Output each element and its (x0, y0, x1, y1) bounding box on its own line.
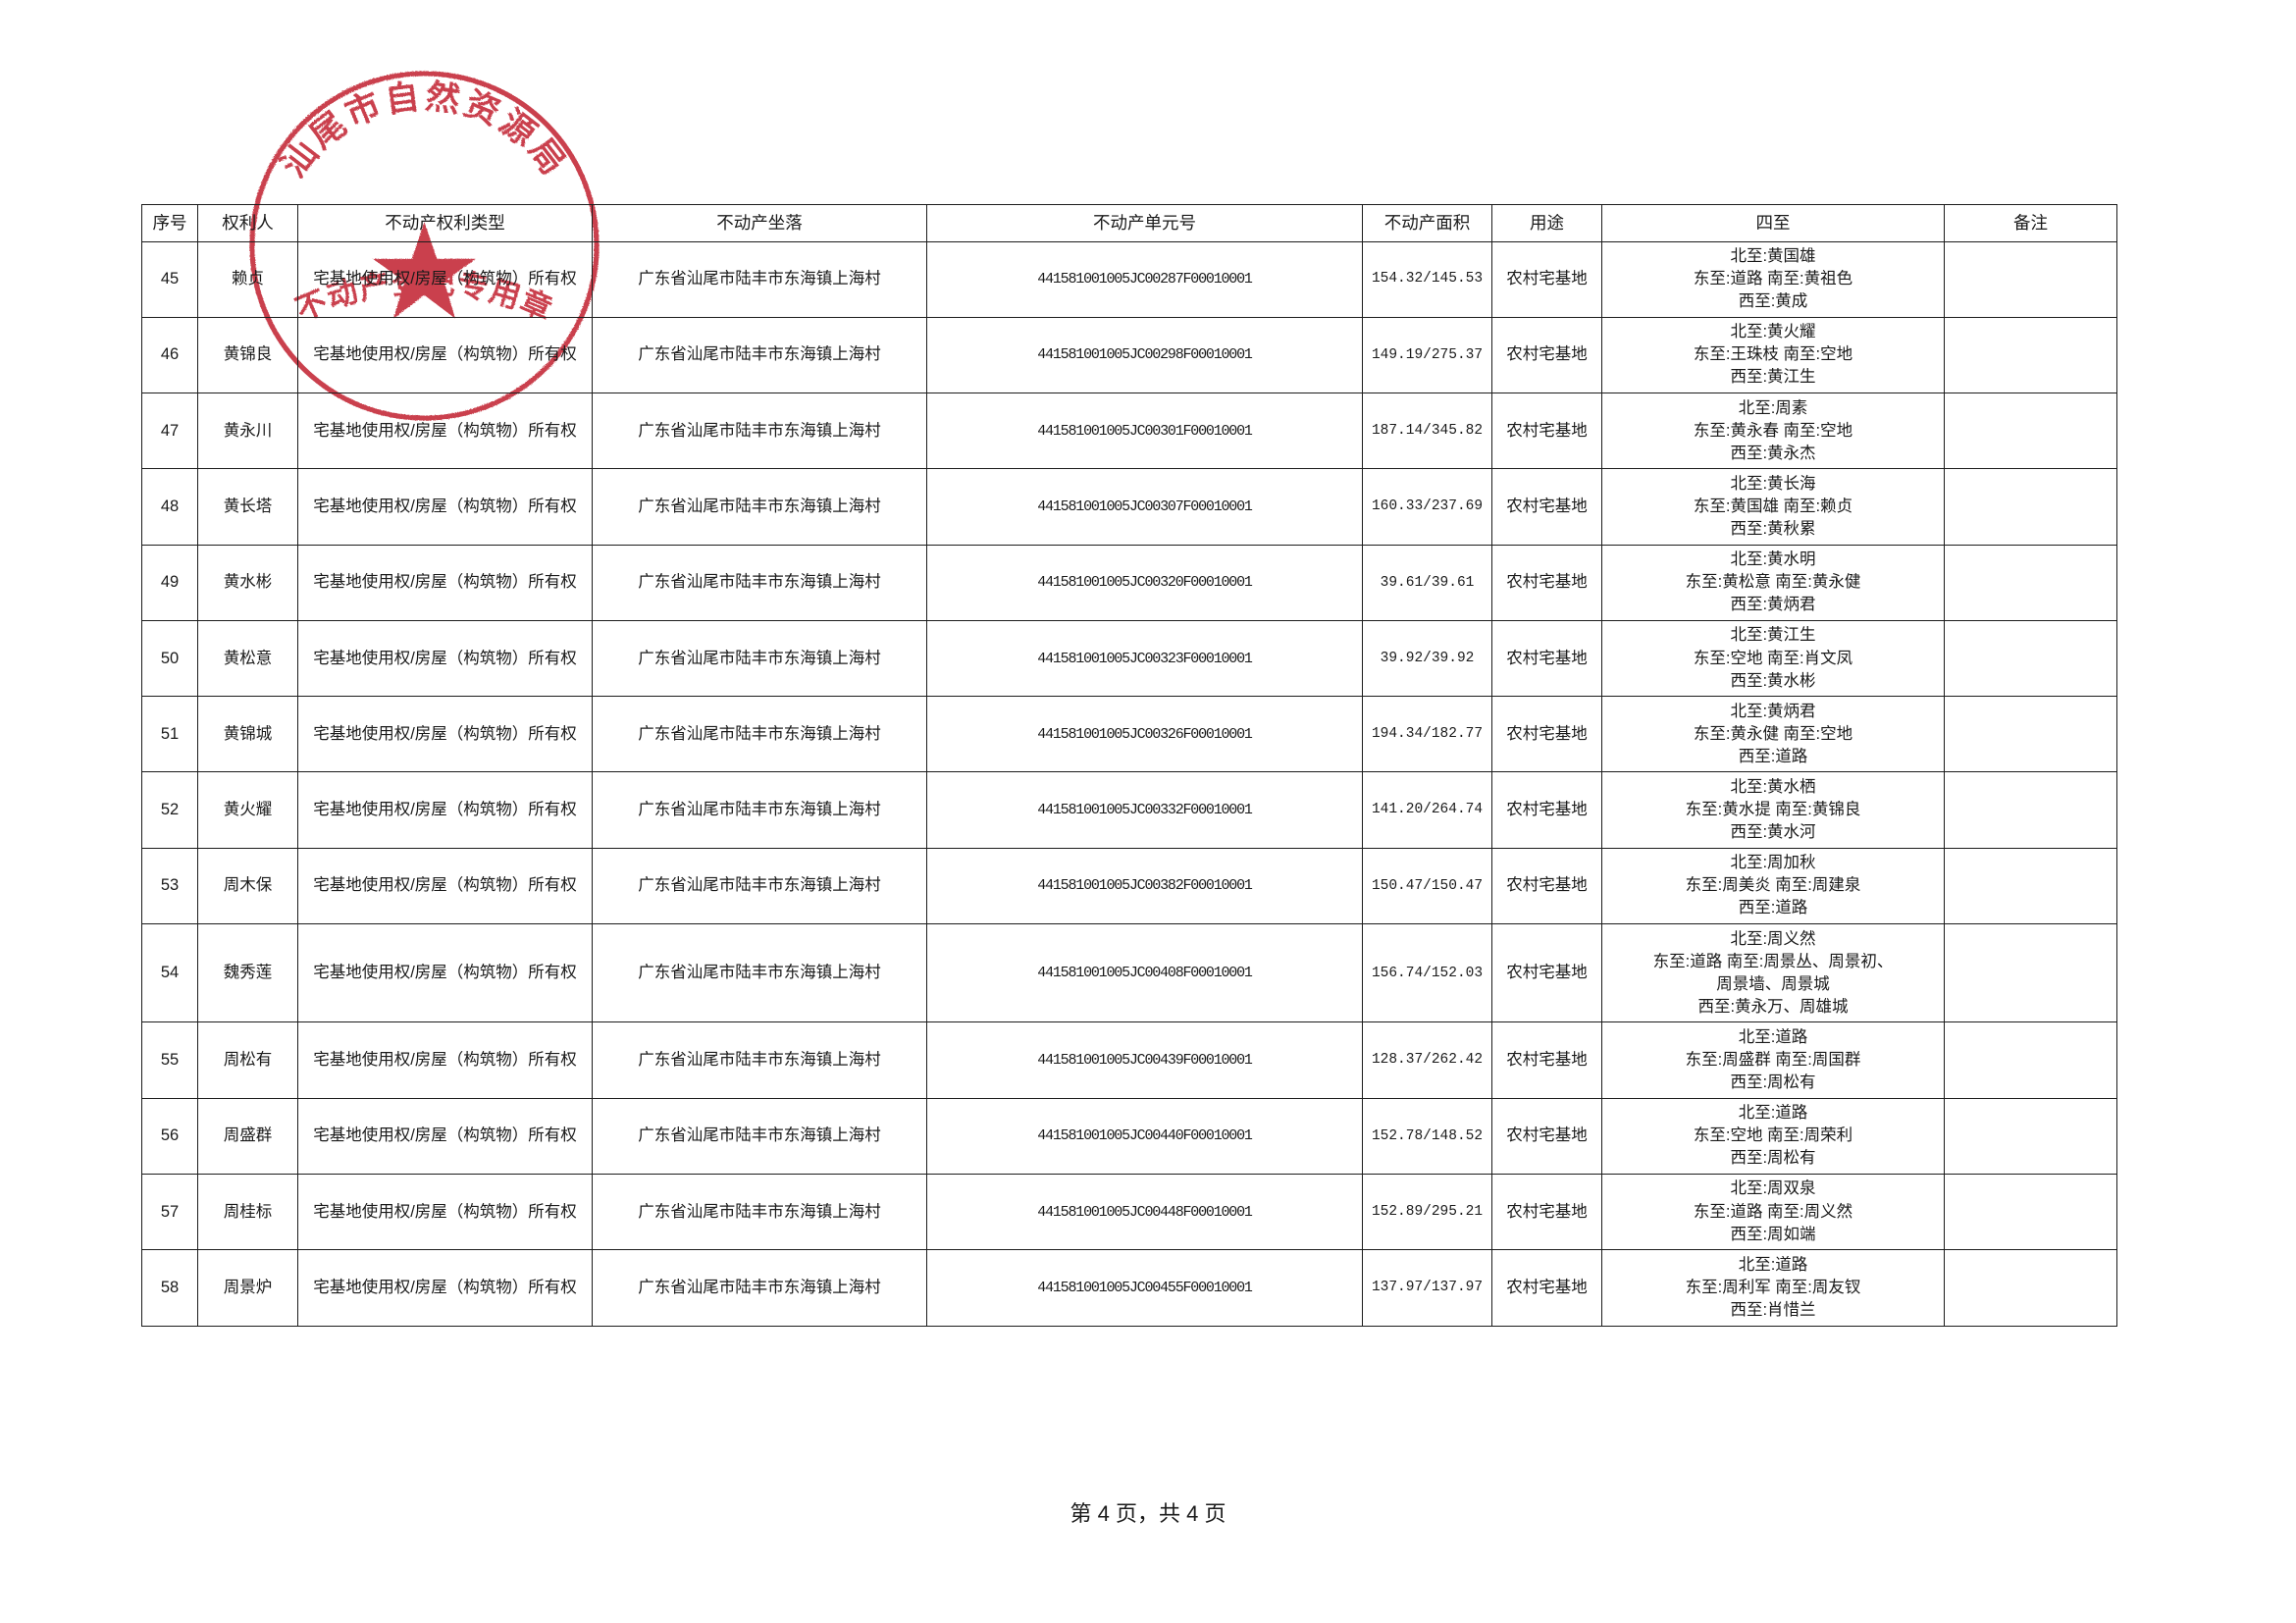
svg-text:汕尾市自然资源局: 汕尾市自然资源局 (274, 77, 573, 185)
